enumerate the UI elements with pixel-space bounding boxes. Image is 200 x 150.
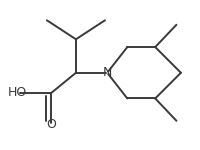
Text: HO: HO xyxy=(8,86,27,99)
Text: O: O xyxy=(46,118,56,131)
Text: N: N xyxy=(102,66,111,79)
